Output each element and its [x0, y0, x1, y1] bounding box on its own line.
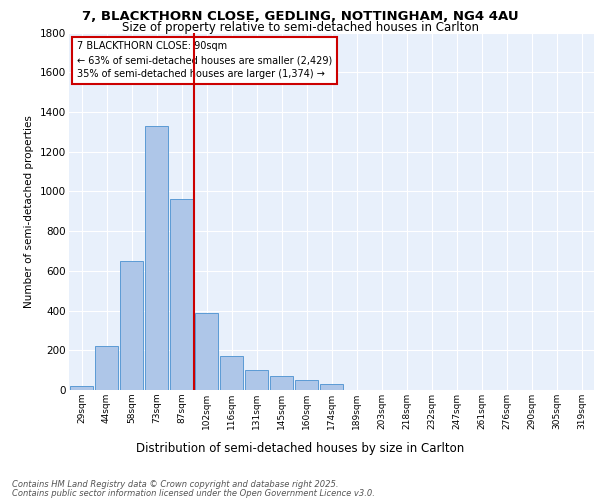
Bar	[269, 376, 293, 390]
Text: Size of property relative to semi-detached houses in Carlton: Size of property relative to semi-detach…	[121, 21, 479, 34]
Bar	[119, 261, 143, 390]
Bar	[220, 356, 244, 390]
Bar	[245, 370, 268, 390]
Y-axis label: Number of semi-detached properties: Number of semi-detached properties	[25, 115, 34, 308]
Bar	[295, 380, 319, 390]
Text: Contains HM Land Registry data © Crown copyright and database right 2025.: Contains HM Land Registry data © Crown c…	[12, 480, 338, 489]
Bar	[70, 386, 94, 390]
Text: 7 BLACKTHORN CLOSE: 90sqm
← 63% of semi-detached houses are smaller (2,429)
35% : 7 BLACKTHORN CLOSE: 90sqm ← 63% of semi-…	[77, 42, 332, 80]
Text: 7, BLACKTHORN CLOSE, GEDLING, NOTTINGHAM, NG4 4AU: 7, BLACKTHORN CLOSE, GEDLING, NOTTINGHAM…	[82, 10, 518, 23]
Bar	[170, 200, 193, 390]
Text: Distribution of semi-detached houses by size in Carlton: Distribution of semi-detached houses by …	[136, 442, 464, 455]
Bar	[145, 126, 169, 390]
Bar	[320, 384, 343, 390]
Bar	[194, 312, 218, 390]
Bar	[95, 346, 118, 390]
Text: Contains public sector information licensed under the Open Government Licence v3: Contains public sector information licen…	[12, 488, 375, 498]
